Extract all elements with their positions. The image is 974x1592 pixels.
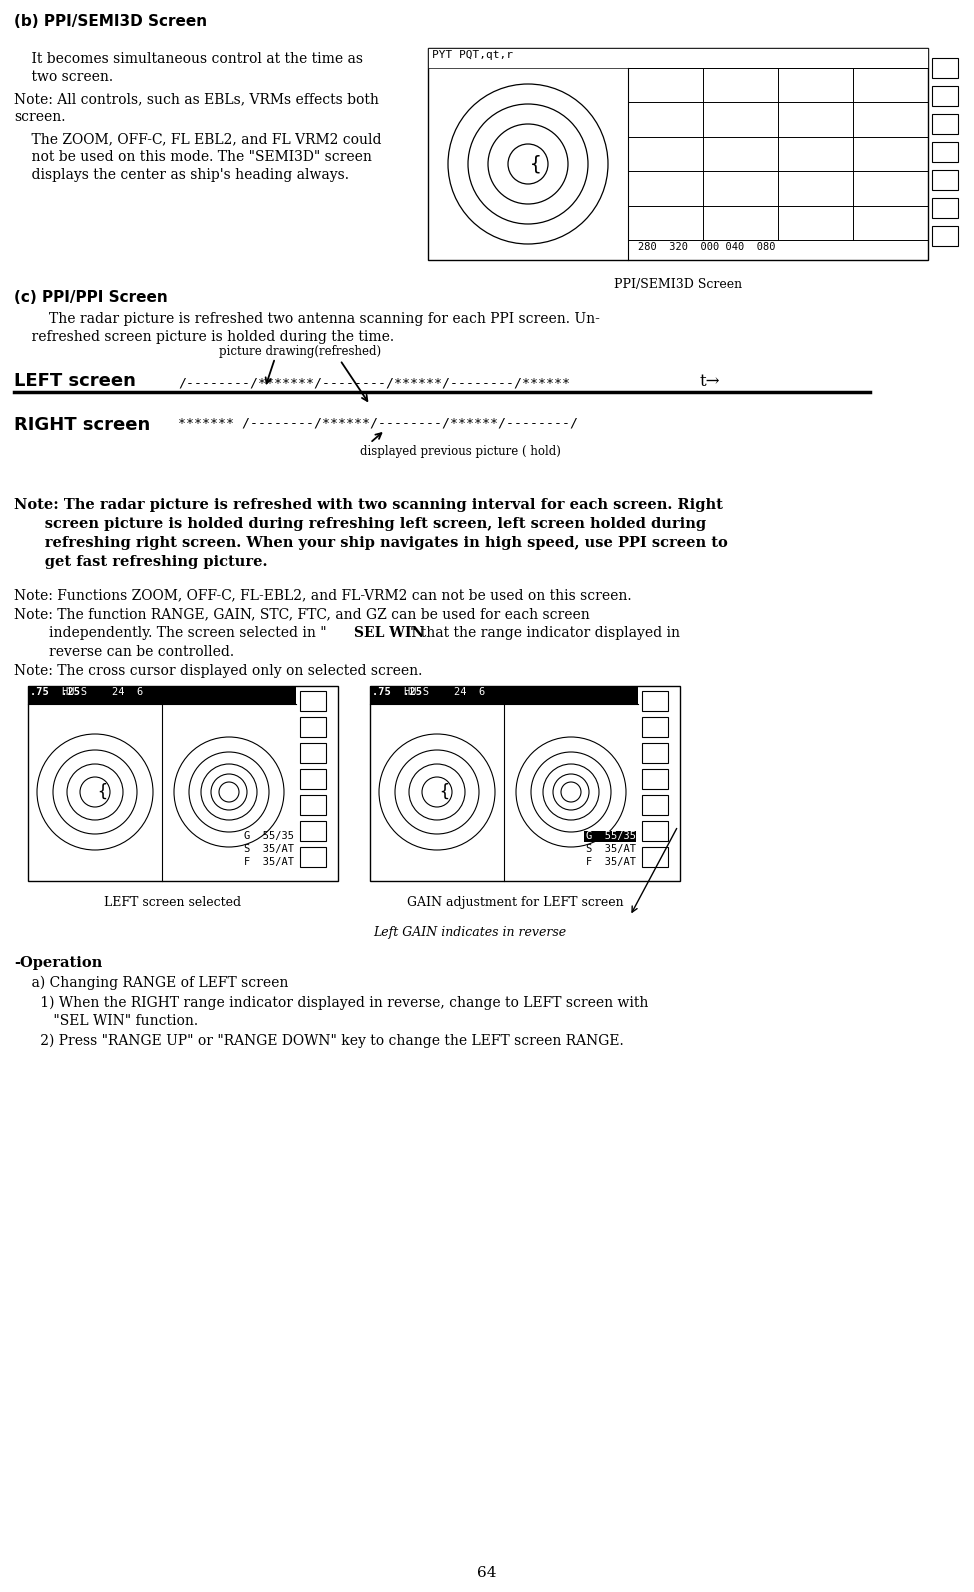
Bar — [642, 691, 668, 712]
Text: Note: The radar picture is refreshed with two scanning interval for each screen.: Note: The radar picture is refreshed wit… — [14, 498, 723, 513]
Text: screen picture is holded during refreshing left screen, left screen holded durin: screen picture is holded during refreshi… — [14, 517, 706, 532]
Text: t→: t→ — [700, 373, 721, 390]
Bar — [584, 831, 636, 842]
Text: Note: All controls, such as EBLs, VRMs effects both: Note: All controls, such as EBLs, VRMs e… — [14, 92, 379, 107]
Bar — [370, 686, 680, 880]
Text: get fast refreshing picture.: get fast refreshing picture. — [14, 556, 268, 568]
Bar — [932, 115, 958, 134]
Bar — [300, 794, 326, 815]
Bar — [642, 821, 668, 841]
Text: Note: Functions ZOOM, OFF-C, FL-EBL2, and FL-VRM2 can not be used on this screen: Note: Functions ZOOM, OFF-C, FL-EBL2, an… — [14, 587, 631, 602]
Bar — [28, 686, 338, 880]
Text: HU S    24  6: HU S 24 6 — [404, 688, 485, 697]
Bar — [300, 743, 326, 763]
Bar — [932, 57, 958, 78]
Text: It becomes simultaneous control at the time as: It becomes simultaneous control at the t… — [14, 53, 363, 65]
Text: " that the range indicator displayed in: " that the range indicator displayed in — [410, 626, 680, 640]
Text: 64: 64 — [477, 1567, 497, 1579]
Bar — [371, 688, 401, 704]
Text: LEFT screen selected: LEFT screen selected — [104, 896, 242, 909]
Text: two screen.: two screen. — [14, 70, 113, 84]
Text: 280  320  000 040  080: 280 320 000 040 080 — [638, 242, 775, 252]
Text: .75  .25: .75 .25 — [30, 688, 80, 697]
Text: (c) PPI/PPI Screen: (c) PPI/PPI Screen — [14, 290, 168, 306]
Bar — [642, 743, 668, 763]
Bar — [300, 821, 326, 841]
Text: RIGHT screen: RIGHT screen — [14, 416, 150, 435]
Text: reverse can be controlled.: reverse can be controlled. — [14, 645, 234, 659]
Text: picture drawing(refreshed): picture drawing(refreshed) — [219, 345, 381, 358]
Bar — [28, 686, 296, 704]
Text: screen.: screen. — [14, 110, 65, 124]
Text: Note: The function RANGE, GAIN, STC, FTC, and GZ can be used for each screen: Note: The function RANGE, GAIN, STC, FTC… — [14, 607, 589, 621]
Text: ******* /--------/******/--------/******/--------/: ******* /--------/******/--------/******… — [178, 416, 578, 428]
Bar — [300, 716, 326, 737]
Text: not be used on this mode. The "SEMI3D" screen: not be used on this mode. The "SEMI3D" s… — [14, 150, 372, 164]
Text: The radar picture is refreshed two antenna scanning for each PPI screen. Un-: The radar picture is refreshed two anten… — [14, 312, 600, 326]
Text: (b) PPI/SEMI3D Screen: (b) PPI/SEMI3D Screen — [14, 14, 207, 29]
Bar — [932, 197, 958, 218]
Text: refreshing right screen. When your ship navigates in high speed, use PPI screen : refreshing right screen. When your ship … — [14, 537, 728, 549]
Text: PYT PQT,qt,r: PYT PQT,qt,r — [432, 49, 513, 60]
Text: Left GAIN indicates in reverse: Left GAIN indicates in reverse — [373, 927, 567, 939]
Text: F  35/AT: F 35/AT — [586, 856, 636, 868]
Bar — [642, 769, 668, 790]
Text: GAIN adjustment for LEFT screen: GAIN adjustment for LEFT screen — [407, 896, 623, 909]
Bar — [428, 48, 928, 259]
Text: G  55/35: G 55/35 — [244, 831, 294, 841]
Text: S  35/AT: S 35/AT — [244, 844, 294, 853]
Text: displays the center as ship's heading always.: displays the center as ship's heading al… — [14, 169, 349, 181]
Text: 2) Press "RANGE UP" or "RANGE DOWN" key to change the LEFT screen RANGE.: 2) Press "RANGE UP" or "RANGE DOWN" key … — [14, 1033, 623, 1049]
Text: The ZOOM, OFF-C, FL EBL2, and FL VRM2 could: The ZOOM, OFF-C, FL EBL2, and FL VRM2 co… — [14, 132, 382, 146]
Bar — [642, 847, 668, 868]
Bar — [642, 716, 668, 737]
Text: .75  .25: .75 .25 — [372, 688, 422, 697]
Bar — [642, 794, 668, 815]
Text: G  55/35: G 55/35 — [586, 831, 636, 841]
Text: HU S    24  6: HU S 24 6 — [62, 688, 143, 697]
Text: PPI/SEMI3D Screen: PPI/SEMI3D Screen — [614, 279, 742, 291]
Bar — [29, 688, 59, 704]
Text: S  35/AT: S 35/AT — [586, 844, 636, 853]
Text: SEL WIN: SEL WIN — [354, 626, 425, 640]
Bar — [932, 170, 958, 189]
Text: /--------/*******/--------/******/--------/******: /--------/*******/--------/******/------… — [178, 377, 570, 390]
Text: independently. The screen selected in ": independently. The screen selected in " — [14, 626, 326, 640]
Bar — [932, 86, 958, 107]
Text: displayed previous picture ( hold): displayed previous picture ( hold) — [360, 446, 561, 458]
Text: {: { — [439, 783, 449, 801]
Text: 1) When the RIGHT range indicator displayed in reverse, change to LEFT screen wi: 1) When the RIGHT range indicator displa… — [14, 997, 649, 1011]
Text: {: { — [97, 783, 107, 801]
Text: -Operation: -Operation — [14, 957, 102, 970]
Bar — [428, 48, 928, 68]
Bar — [300, 847, 326, 868]
Bar — [932, 226, 958, 247]
Bar — [932, 142, 958, 162]
Bar — [300, 691, 326, 712]
Text: "SEL WIN" function.: "SEL WIN" function. — [14, 1014, 198, 1028]
Text: LEFT screen: LEFT screen — [14, 373, 136, 390]
Text: a) Changing RANGE of LEFT screen: a) Changing RANGE of LEFT screen — [14, 976, 288, 990]
Bar — [370, 686, 638, 704]
Text: {: { — [530, 154, 542, 174]
Bar — [300, 769, 326, 790]
Text: F  35/AT: F 35/AT — [244, 856, 294, 868]
Text: Note: The cross cursor displayed only on selected screen.: Note: The cross cursor displayed only on… — [14, 664, 423, 678]
Text: refreshed screen picture is holded during the time.: refreshed screen picture is holded durin… — [14, 330, 394, 344]
